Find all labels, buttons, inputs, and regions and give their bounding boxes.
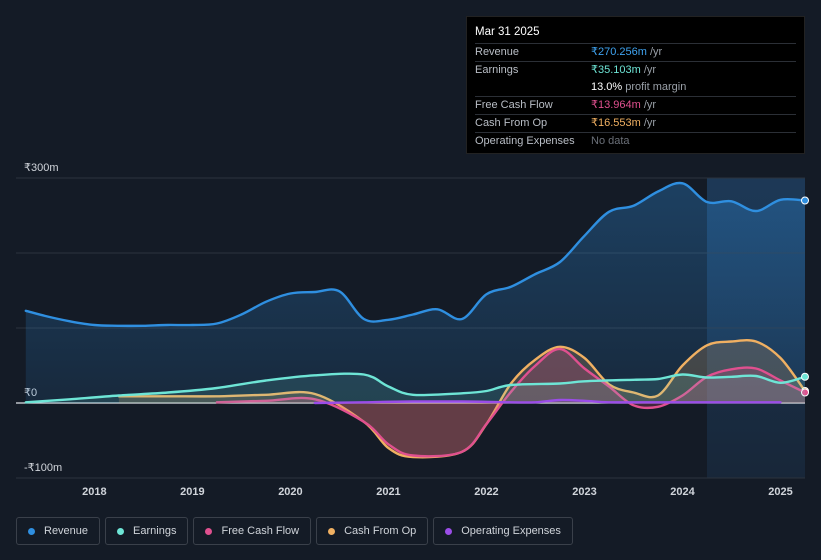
earnings-line	[24, 372, 807, 404]
legend-dot-icon	[28, 527, 35, 535]
tooltip-label	[475, 79, 591, 96]
x-tick-label: 2023	[572, 486, 596, 498]
legend-cash-from-op[interactable]: Cash From Op	[316, 517, 429, 545]
x-tick-label: 2020	[278, 486, 302, 498]
legend-dot-icon	[328, 527, 336, 535]
tooltip-value: ₹35.103m	[591, 64, 641, 76]
tooltip-row-fcf: Free Cash Flow ₹13.964m/yr	[475, 96, 796, 114]
tooltip-value: 13.0%	[591, 81, 623, 93]
x-tick-label: 2022	[474, 486, 498, 498]
x-tick-label: 2019	[180, 486, 204, 498]
tooltip-unit: /yr	[643, 64, 657, 76]
chart-legend: Revenue Earnings Free Cash Flow Cash Fro…	[16, 517, 573, 545]
legend-earnings[interactable]: Earnings	[105, 517, 189, 545]
tooltip-label: Operating Expenses	[475, 135, 575, 147]
cash-from-op-line	[117, 338, 807, 459]
tooltip-label: Cash From Op	[475, 117, 548, 129]
tooltip-value: ₹270.256m	[591, 46, 647, 58]
tooltip-value: No data	[591, 135, 630, 147]
x-tick-label: 2024	[670, 486, 695, 498]
data-tooltip: Mar 31 2025 Revenue ₹270.256m/yr Earning…	[466, 16, 805, 154]
earnings-endpoint	[801, 372, 809, 381]
legend-free-cash-flow[interactable]: Free Cash Flow	[193, 517, 312, 545]
x-tick-label: 2025	[768, 486, 792, 498]
tooltip-row-margin: 13.0% profit margin	[475, 79, 796, 96]
tooltip-label: Revenue	[475, 46, 520, 58]
tooltip-label: Free Cash Flow	[475, 99, 553, 111]
legend-label: Cash From Op	[344, 525, 417, 537]
legend-label: Operating Expenses	[461, 525, 561, 537]
revenue-area	[25, 182, 806, 403]
legend-label: Earnings	[133, 525, 177, 537]
x-tick-label: 2018	[82, 486, 106, 498]
cash-from-op-area	[118, 340, 805, 458]
legend-dot-icon	[205, 527, 213, 535]
tooltip-unit: /yr	[649, 46, 663, 58]
revenue-endpoint	[801, 196, 809, 205]
tooltip-label: Earnings	[475, 64, 519, 76]
free-cash-flow-line	[215, 347, 807, 458]
legend-label: Revenue	[44, 525, 89, 537]
legend-dot-icon	[117, 527, 125, 535]
operating-expenses-line	[313, 398, 782, 405]
free-cash-flow-endpoint	[801, 388, 809, 397]
x-tick-label: 2021	[376, 486, 400, 498]
revenue-line	[24, 181, 807, 328]
tooltip-value: ₹13.964m	[591, 99, 641, 111]
y-tick-label: -₹100m	[24, 462, 62, 474]
legend-label: Free Cash Flow	[221, 525, 300, 537]
tooltip-row-earnings: Earnings ₹35.103m/yr	[475, 61, 796, 79]
tooltip-row-cfo: Cash From Op ₹16.553m/yr	[475, 114, 796, 132]
legend-operating-expenses[interactable]: Operating Expenses	[433, 517, 573, 545]
legend-revenue[interactable]: Revenue	[16, 517, 101, 545]
tooltip-unit: profit margin	[625, 81, 687, 93]
legend-dot-icon	[445, 527, 453, 535]
y-tick-label: ₹300m	[24, 162, 59, 174]
tooltip-unit: /yr	[643, 117, 657, 129]
tooltip-row-opex: Operating Expenses No data	[475, 132, 796, 150]
tooltip-row-revenue: Revenue ₹270.256m/yr	[475, 43, 796, 61]
financials-chart: ₹300m₹0-₹100m201820192020202120222023202…	[16, 162, 809, 498]
tooltip-value: ₹16.553m	[591, 117, 641, 129]
tooltip-unit: /yr	[643, 99, 657, 111]
tooltip-date: Mar 31 2025	[475, 26, 540, 38]
